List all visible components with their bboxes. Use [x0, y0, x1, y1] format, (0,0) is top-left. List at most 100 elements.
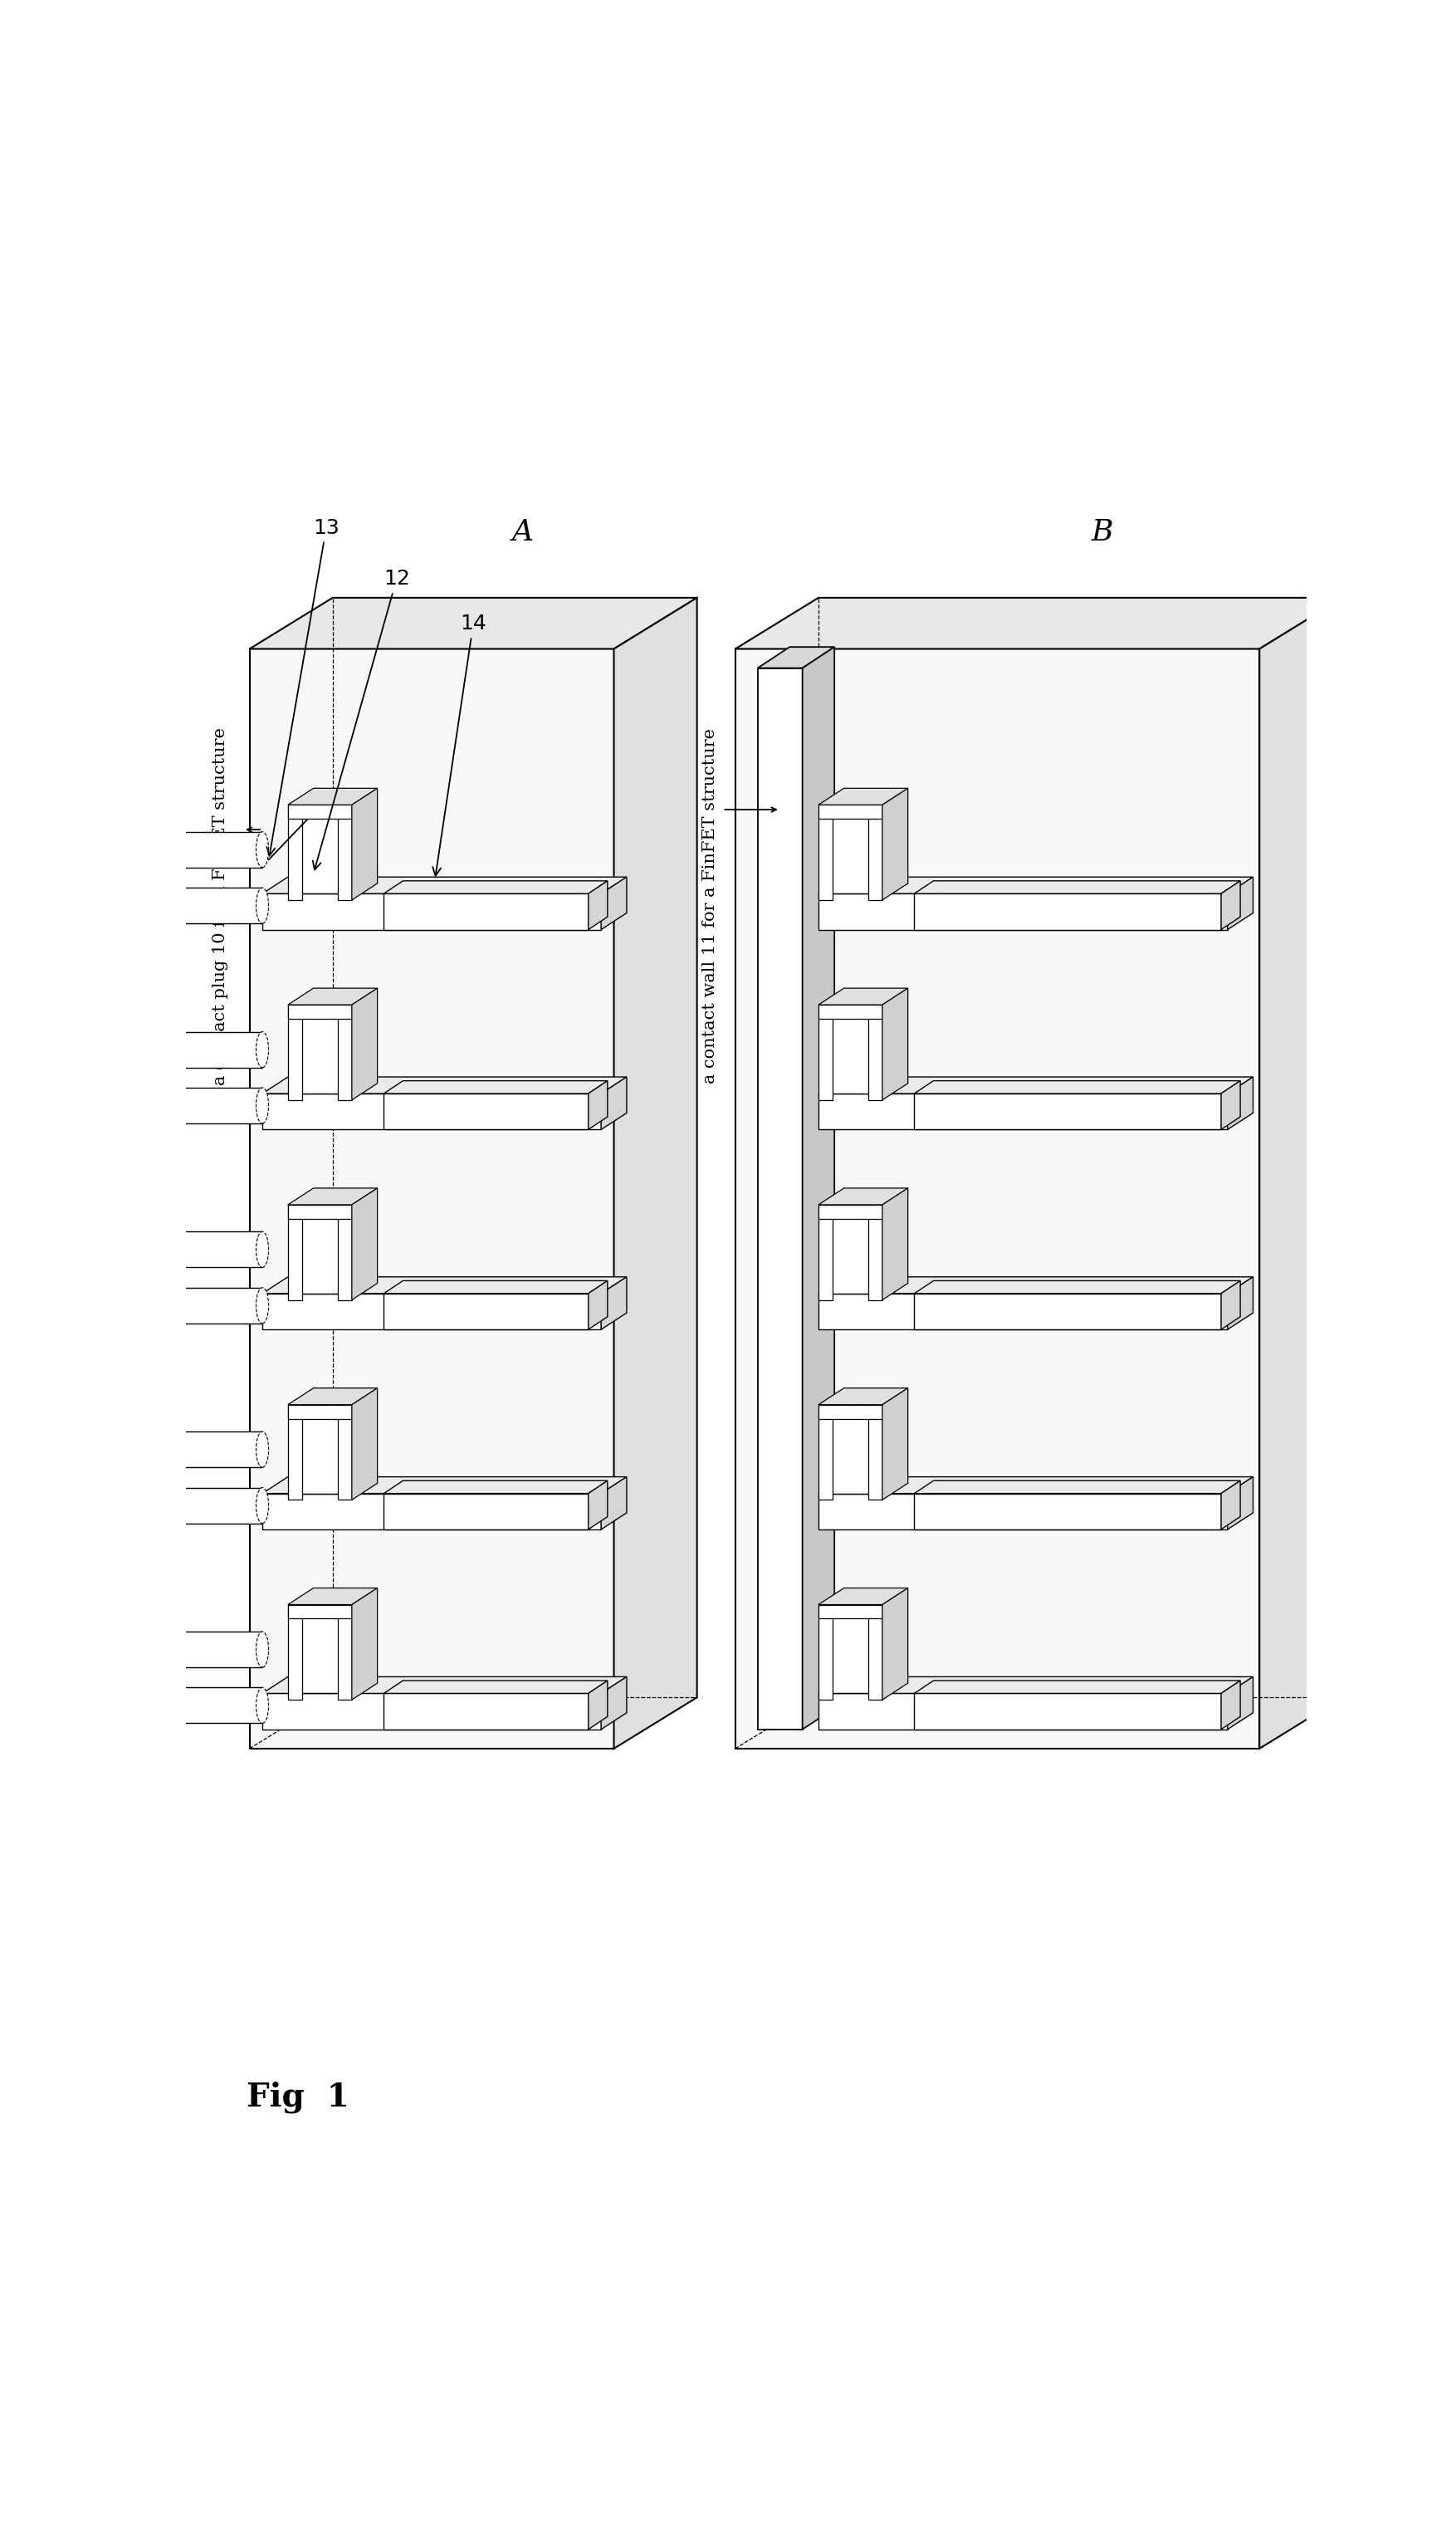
Polygon shape — [288, 987, 377, 1005]
Polygon shape — [869, 1202, 895, 1293]
Polygon shape — [262, 894, 601, 929]
Polygon shape — [601, 1477, 626, 1530]
Polygon shape — [882, 788, 909, 899]
Polygon shape — [338, 1204, 352, 1300]
Polygon shape — [868, 805, 882, 899]
Polygon shape — [818, 1189, 909, 1204]
Polygon shape — [831, 800, 895, 818]
Polygon shape — [301, 1619, 339, 1694]
Polygon shape — [352, 1189, 377, 1300]
Ellipse shape — [141, 1432, 153, 1467]
Polygon shape — [868, 1404, 882, 1500]
Polygon shape — [914, 1081, 1241, 1093]
Polygon shape — [301, 818, 339, 894]
Polygon shape — [831, 1202, 895, 1217]
Polygon shape — [1222, 1081, 1241, 1129]
Polygon shape — [288, 805, 352, 818]
Polygon shape — [288, 1588, 377, 1603]
Polygon shape — [147, 1088, 262, 1124]
Polygon shape — [869, 1401, 895, 1492]
Polygon shape — [914, 894, 1222, 929]
Polygon shape — [1227, 1078, 1254, 1129]
Polygon shape — [338, 1603, 352, 1699]
Ellipse shape — [256, 1687, 268, 1722]
Polygon shape — [384, 1093, 588, 1129]
Polygon shape — [1222, 1480, 1241, 1530]
Polygon shape — [868, 1005, 882, 1101]
Polygon shape — [147, 1487, 262, 1523]
Polygon shape — [818, 1603, 882, 1619]
Polygon shape — [288, 1603, 301, 1699]
Polygon shape — [735, 598, 1342, 649]
Polygon shape — [818, 1389, 909, 1404]
Polygon shape — [914, 1694, 1222, 1730]
Text: a contact wall 11 for a FinFET structure: a contact wall 11 for a FinFET structure — [702, 727, 718, 1083]
Polygon shape — [147, 831, 262, 869]
Ellipse shape — [256, 1088, 268, 1124]
Polygon shape — [914, 1492, 1222, 1530]
Polygon shape — [262, 1278, 626, 1293]
Polygon shape — [818, 1603, 833, 1699]
Polygon shape — [301, 1018, 339, 1093]
Polygon shape — [868, 1204, 882, 1300]
Polygon shape — [818, 1477, 1254, 1492]
Polygon shape — [601, 1677, 626, 1730]
Polygon shape — [831, 1000, 895, 1018]
Polygon shape — [818, 805, 833, 899]
Ellipse shape — [256, 1432, 268, 1467]
Polygon shape — [914, 1280, 1241, 1293]
Polygon shape — [147, 1232, 262, 1268]
Polygon shape — [869, 1000, 895, 1093]
Polygon shape — [1227, 1477, 1254, 1530]
Ellipse shape — [141, 1631, 153, 1667]
Polygon shape — [301, 800, 364, 818]
Ellipse shape — [256, 889, 268, 924]
Polygon shape — [301, 1601, 364, 1619]
Ellipse shape — [141, 889, 153, 924]
Polygon shape — [831, 1401, 895, 1417]
Polygon shape — [288, 788, 377, 805]
Polygon shape — [288, 1603, 352, 1619]
Polygon shape — [384, 1694, 588, 1730]
Polygon shape — [831, 1417, 869, 1492]
Polygon shape — [1259, 598, 1342, 1747]
Polygon shape — [831, 818, 869, 894]
Polygon shape — [384, 1480, 607, 1492]
Polygon shape — [882, 987, 909, 1101]
Polygon shape — [868, 1603, 882, 1699]
Polygon shape — [831, 1619, 869, 1694]
Polygon shape — [914, 881, 1241, 894]
Polygon shape — [802, 646, 834, 1730]
Polygon shape — [588, 1480, 607, 1530]
Polygon shape — [288, 1005, 301, 1101]
Polygon shape — [601, 1278, 626, 1331]
Polygon shape — [147, 1432, 262, 1467]
Polygon shape — [914, 1480, 1241, 1492]
Polygon shape — [288, 1204, 352, 1220]
Polygon shape — [339, 1000, 364, 1093]
Polygon shape — [614, 598, 697, 1747]
Text: Fig  1: Fig 1 — [246, 2081, 349, 2113]
Ellipse shape — [141, 1487, 153, 1523]
Polygon shape — [288, 1404, 301, 1500]
Polygon shape — [757, 669, 802, 1730]
Polygon shape — [882, 1189, 909, 1300]
Polygon shape — [384, 881, 607, 894]
Polygon shape — [1222, 1682, 1241, 1730]
Ellipse shape — [141, 831, 153, 869]
Polygon shape — [338, 1005, 352, 1101]
Polygon shape — [735, 649, 1259, 1747]
Polygon shape — [818, 1005, 833, 1101]
Polygon shape — [818, 1677, 1254, 1694]
Polygon shape — [262, 1078, 626, 1093]
Polygon shape — [301, 1202, 364, 1217]
Polygon shape — [818, 987, 909, 1005]
Polygon shape — [588, 881, 607, 929]
Ellipse shape — [141, 1033, 153, 1068]
Polygon shape — [1222, 1280, 1241, 1331]
Polygon shape — [288, 1204, 301, 1300]
Text: a contact plug 10 for a FinFET structure: a contact plug 10 for a FinFET structure — [213, 727, 229, 1086]
Polygon shape — [818, 788, 909, 805]
Polygon shape — [831, 1018, 869, 1093]
Polygon shape — [262, 1477, 626, 1492]
